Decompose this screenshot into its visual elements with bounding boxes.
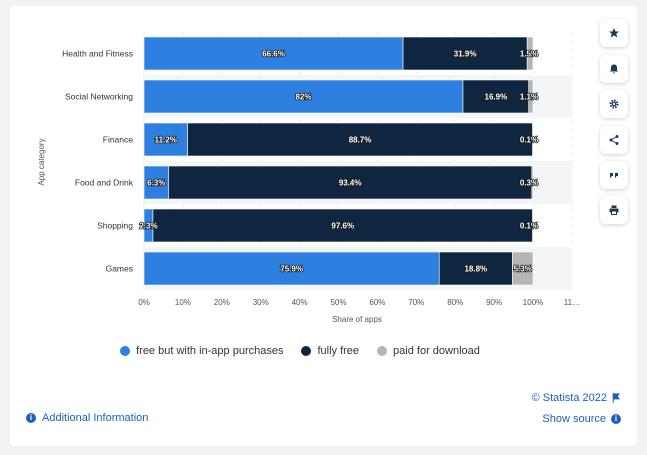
- bar-value-label: 6.3%: [147, 179, 165, 188]
- category-labels: Health and Fitness Social Networking Finan…: [62, 49, 134, 274]
- bell-icon: [610, 64, 618, 74]
- bar-segment: [531, 165, 534, 200]
- x-tick-label: 11…: [564, 298, 580, 307]
- bar-value-label: 18.8%: [464, 265, 487, 274]
- bar-segment: [187, 122, 533, 157]
- copyright-link[interactable]: © Statista 2022: [532, 392, 621, 404]
- legend-item-fully-free[interactable]: fully free: [301, 345, 359, 357]
- category-label: Food and Drink: [75, 178, 134, 188]
- bar-segment: [512, 251, 534, 286]
- x-tick-labels: 0% 10% 20% 30% 40% 50% 60% 70% 80% 90% 100% 11…: [138, 298, 580, 307]
- legend-item-paid[interactable]: paid for download: [377, 345, 480, 357]
- x-tick-label: 0%: [138, 298, 150, 307]
- category-label: Health and Fitness: [62, 49, 133, 59]
- bar-value-label: 66.6%: [262, 50, 285, 59]
- bar-segment: [168, 165, 533, 200]
- bar-segment: [462, 79, 530, 114]
- x-tick-label: 80%: [447, 298, 463, 307]
- legend-item-in-app[interactable]: free but with in-app purchases: [120, 345, 283, 357]
- bar-value-label: 88.7%: [349, 136, 372, 145]
- settings-button[interactable]: [600, 90, 628, 118]
- show-source-label: Show source: [542, 413, 606, 425]
- x-tick-label: 20%: [214, 298, 230, 307]
- print-icon: [609, 205, 619, 215]
- category-label: Shopping: [97, 221, 133, 231]
- show-source-button[interactable]: Show source i: [542, 413, 621, 425]
- bars: [143, 36, 534, 286]
- quote-icon: [610, 173, 618, 178]
- bar-segment: [143, 251, 440, 286]
- bar-segment: [528, 79, 534, 114]
- bar-value-label: 0.1%: [520, 136, 538, 145]
- category-label: Games: [106, 264, 133, 274]
- x-tick-label: 50%: [330, 298, 346, 307]
- bar-value-label: 0.1%: [520, 222, 538, 231]
- bar-value-label: 2.3%: [139, 222, 157, 231]
- bar-value-label: 11.2%: [155, 136, 177, 145]
- gear-icon: [609, 99, 619, 109]
- info-icon: i: [611, 414, 621, 424]
- share-icon: [609, 135, 619, 145]
- bar-value-label: 5.3%: [514, 265, 532, 274]
- y-axis-title: App category: [37, 138, 46, 185]
- share-button[interactable]: [600, 126, 628, 154]
- x-axis-title: Share of apps: [332, 315, 382, 324]
- x-tick-label: 90%: [486, 298, 502, 307]
- chart-legend: free but with in-app purchases fully fre…: [0, 345, 600, 357]
- bar-value-label: 82%: [295, 93, 311, 102]
- bar-value-label: 93.4%: [339, 179, 362, 188]
- legend-label: free but with in-app purchases: [136, 345, 284, 357]
- bar-value-labels: 66.6% 31.9% 1.5% 82% 16.9% 1.1% 11.2% 88.7% 0.1%…: [139, 49, 539, 275]
- favorite-button[interactable]: [600, 19, 628, 47]
- bar-segment: [152, 208, 533, 243]
- bar-segment: [532, 208, 534, 243]
- bar-value-label: 1.1%: [520, 93, 538, 102]
- copyright-text: © Statista 2022: [531, 392, 607, 404]
- x-tick-label: 10%: [175, 298, 191, 307]
- category-label: Social Networking: [65, 92, 133, 102]
- x-tick-label: 100%: [523, 298, 543, 307]
- x-tick-label: 70%: [408, 298, 424, 307]
- bar-segment: [143, 165, 169, 200]
- info-icon: i: [26, 413, 36, 423]
- bar-value-label: 0.3%: [520, 179, 538, 188]
- bar-value-label: 97.6%: [331, 222, 354, 231]
- category-label: Finance: [103, 135, 134, 145]
- bar-value-label: 31.9%: [454, 50, 477, 59]
- legend-swatch: [120, 346, 131, 356]
- bar-segment: [526, 36, 534, 71]
- cite-button[interactable]: [600, 161, 628, 189]
- legend-swatch: [301, 346, 312, 356]
- bar-segment: [532, 122, 534, 157]
- bar-value-label: 1.5%: [520, 50, 538, 59]
- bar-segment: [143, 36, 404, 71]
- bar-segment: [438, 251, 513, 286]
- x-tick-label: 40%: [292, 298, 308, 307]
- bar-value-label: 16.9%: [485, 93, 508, 102]
- x-tick-label: 30%: [253, 298, 269, 307]
- x-tick-label: 60%: [369, 298, 385, 307]
- legend-label: paid for download: [393, 345, 480, 357]
- additional-info-label: Additional Information: [42, 412, 149, 424]
- print-button[interactable]: [600, 196, 628, 224]
- additional-info-button[interactable]: i Additional Information: [26, 412, 148, 424]
- legend-swatch: [377, 346, 388, 356]
- flag-icon: [612, 393, 620, 403]
- bar-value-label: 75.9%: [280, 265, 303, 274]
- legend-label: fully free: [317, 345, 360, 357]
- star-icon: [609, 28, 619, 38]
- notification-button[interactable]: [600, 55, 628, 83]
